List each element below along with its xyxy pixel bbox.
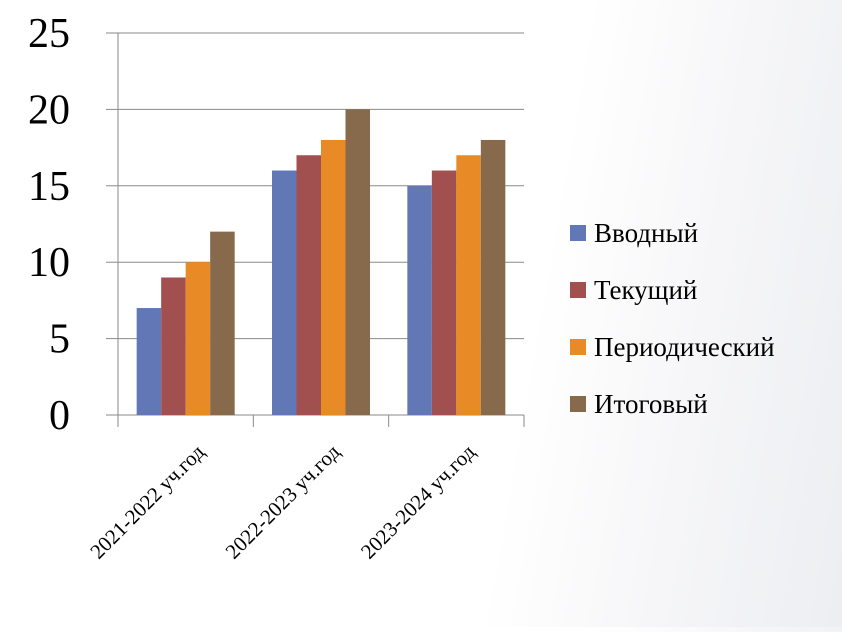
bar-1-1 [136, 308, 162, 415]
bar-2-2 [296, 155, 321, 416]
legend-swatch [570, 282, 586, 298]
bar-3-1 [407, 185, 432, 415]
legend-entry: Вводный [594, 218, 698, 248]
legend-swatch [570, 396, 586, 412]
y-tick-label: 25 [28, 11, 70, 57]
legend-entry: Итоговый [594, 389, 708, 419]
y-tick-label: 0 [49, 393, 70, 439]
x-tick-label: 2021-2022 уч.год [85, 439, 209, 563]
bar-1-4 [210, 231, 235, 415]
bar-2-1 [272, 170, 297, 415]
x-tick-label: 2022-2023 уч.год [221, 439, 345, 563]
bar-1-3 [185, 262, 211, 415]
bar-3-3 [456, 155, 481, 416]
legend: Вводный Текущий Периодический Итоговый [570, 218, 775, 419]
y-tick-label: 10 [28, 240, 70, 286]
legend-swatch [570, 225, 586, 241]
y-tick-labels: 0 5 10 15 20 25 [28, 11, 70, 439]
bars [136, 109, 506, 416]
bar-2-3 [321, 139, 346, 415]
y-tick-label: 5 [49, 317, 70, 363]
legend-swatch [570, 339, 586, 355]
x-tick-label: 2023-2024 уч.год [356, 439, 480, 563]
bar-3-2 [431, 170, 457, 415]
y-tick-label: 15 [28, 164, 70, 210]
legend-entry: Периодический [594, 332, 775, 362]
bar-2-4 [345, 109, 370, 416]
x-tick-labels: 2021-2022 уч.год 2022-2023 уч.год 2023-202… [85, 439, 480, 563]
bar-3-4 [480, 139, 506, 415]
bar-1-2 [161, 277, 186, 415]
legend-entry: Текущий [594, 275, 697, 305]
y-tick-label: 20 [28, 87, 70, 133]
